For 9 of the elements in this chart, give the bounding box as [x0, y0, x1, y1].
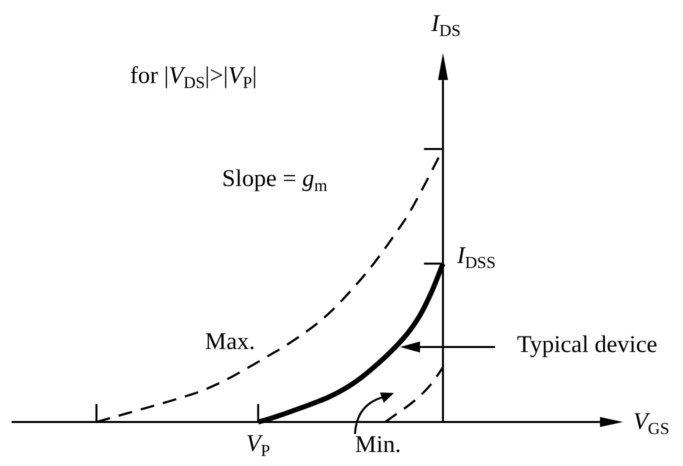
legend-label: Typical device: [517, 332, 658, 358]
annotation: V$_{P}$: [246, 431, 270, 460]
text: for |V$_{DS}$|>|V$_{P}$|: [130, 63, 257, 92]
annotation: Slope = g$_{m}$: [222, 166, 328, 196]
y-axis-title: I$_{DS}$: [431, 11, 461, 40]
series-label: Max.: [205, 329, 255, 356]
series-label: Min.: [355, 432, 402, 458]
annotation: I$_{DSS}$: [456, 242, 496, 272]
x-axis-title: V$_{GS}$: [633, 409, 670, 438]
